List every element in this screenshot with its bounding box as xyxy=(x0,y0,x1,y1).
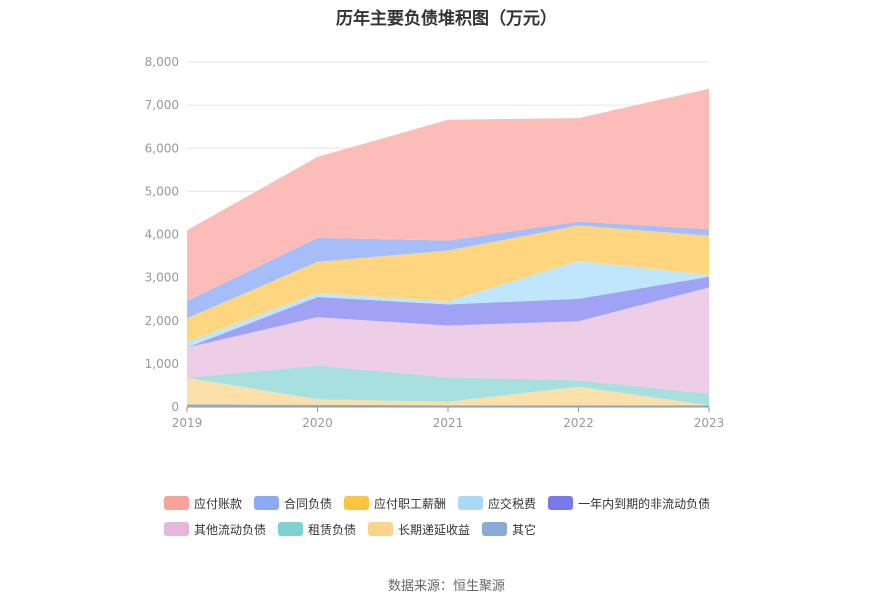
legend-item[interactable]: 其他流动负债 xyxy=(164,520,266,538)
y-tick-label: 1,000 xyxy=(145,357,179,371)
area-series-4 xyxy=(187,276,709,348)
legend-item[interactable]: 应付职工薪酬 xyxy=(344,494,446,512)
stacked-area-chart: 0 1,000 2,000 3,000 4,000 5,000 6,000 7,000 8,00… xyxy=(145,55,725,430)
legend-swatch xyxy=(482,522,508,536)
legend-item[interactable]: 其它 xyxy=(482,520,536,538)
y-tick-label: 5,000 xyxy=(145,184,179,198)
x-tick-label: 2022 xyxy=(563,416,594,430)
legend-label: 其他流动负债 xyxy=(194,522,267,537)
axes: 0 1,000 2,000 3,000 4,000 5,000 6,000 7,000 8,00… xyxy=(145,55,725,430)
legend-label: 其它 xyxy=(512,522,537,537)
y-tick-label: 8,000 xyxy=(145,55,179,69)
area-series xyxy=(187,88,709,407)
legend-swatch xyxy=(344,496,370,510)
area-series-3 xyxy=(187,287,709,394)
area-series-8 xyxy=(187,88,709,301)
legend-label: 应付职工薪酬 xyxy=(374,496,447,511)
legend-label: 租赁负债 xyxy=(308,522,357,537)
legend-label: 合同负债 xyxy=(284,496,333,511)
legend-item[interactable]: 应交税费 xyxy=(458,494,536,512)
legend-item[interactable]: 长期递延收益 xyxy=(368,520,470,538)
data-source: 数据来源：恒生聚源 xyxy=(387,579,505,594)
y-tick-label: 3,000 xyxy=(145,271,179,285)
legend-label: 一年内到期的非流动负债 xyxy=(578,496,711,511)
legend-swatch xyxy=(548,496,574,510)
area-series-0 xyxy=(187,404,709,407)
x-tick-label: 2023 xyxy=(694,416,725,430)
legend-swatch xyxy=(164,496,189,510)
chart-title: 历年主要负债堆积图（万元） xyxy=(336,9,557,29)
legend-label: 应付账款 xyxy=(194,496,243,511)
y-tick-label: 4,000 xyxy=(145,228,179,242)
legend-item[interactable]: 租赁负债 xyxy=(278,520,356,538)
area-series-6 xyxy=(187,225,709,342)
legend-label: 长期递延收益 xyxy=(398,522,471,537)
legend-item[interactable]: 合同负债 xyxy=(254,494,332,512)
legend-item[interactable]: 一年内到期的非流动负债 xyxy=(548,494,710,512)
area-series-7 xyxy=(187,221,709,319)
x-tick-label: 2020 xyxy=(302,416,333,430)
x-tick-label: 2019 xyxy=(172,416,203,430)
legend-swatch xyxy=(458,496,484,510)
area-series-1 xyxy=(187,377,709,406)
legend-swatch xyxy=(254,496,280,510)
x-tick-label: 2021 xyxy=(433,416,464,430)
legend-item[interactable]: 应付账款 xyxy=(164,494,242,512)
legend-swatch xyxy=(164,522,189,536)
area-series-5 xyxy=(187,260,709,348)
legend: 应付账款 合同负债 应付职工薪酬 应交税费 一年内到期的非流动负债其他流动负债 租赁负债 长… xyxy=(164,494,764,538)
area-series-2 xyxy=(187,365,709,406)
legend-swatch xyxy=(278,522,304,536)
y-tick-label: 7,000 xyxy=(145,98,179,112)
legend-swatch xyxy=(368,522,394,536)
y-tick-label: 0 xyxy=(171,400,179,414)
y-tick-label: 2,000 xyxy=(145,314,179,328)
legend-label: 应交税费 xyxy=(488,496,537,511)
y-tick-label: 6,000 xyxy=(145,141,179,155)
